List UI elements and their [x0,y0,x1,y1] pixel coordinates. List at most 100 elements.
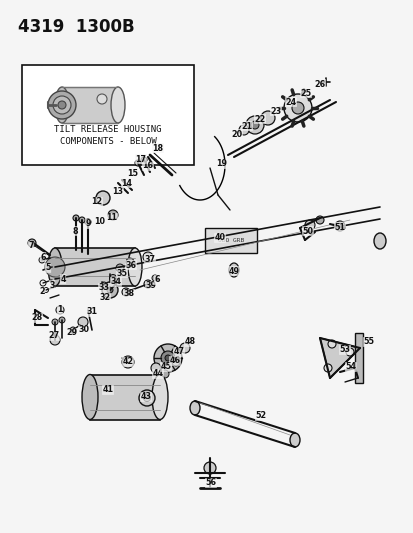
Text: 25: 25 [300,88,311,98]
Text: 42: 42 [122,358,133,367]
Text: 6: 6 [154,276,159,285]
Text: TILT RELEASE HOUSING: TILT RELEASE HOUSING [54,125,161,134]
Ellipse shape [152,375,168,419]
Text: 37: 37 [144,254,155,263]
Text: 21: 21 [241,122,252,131]
Text: 6: 6 [40,253,46,262]
Text: 56: 56 [205,479,216,488]
Text: 4: 4 [60,274,66,284]
Circle shape [50,335,60,345]
Text: 44: 44 [152,369,163,378]
Text: 24: 24 [285,98,296,107]
Circle shape [39,257,45,263]
Ellipse shape [128,248,142,286]
Circle shape [73,215,79,221]
Ellipse shape [373,233,385,249]
Text: 15: 15 [127,169,138,179]
Text: 29: 29 [66,328,77,337]
Text: 11: 11 [106,214,117,222]
Circle shape [56,306,64,314]
Text: 18: 18 [152,143,163,152]
Text: 54: 54 [345,362,356,372]
Text: 31: 31 [86,308,97,317]
Circle shape [165,355,171,361]
Circle shape [85,219,91,225]
Circle shape [58,101,66,109]
Circle shape [143,394,150,401]
Bar [55,248,135,286]
Ellipse shape [82,375,98,419]
Circle shape [151,363,161,373]
Text: 33: 33 [98,284,109,293]
Circle shape [315,216,323,224]
Circle shape [161,370,169,378]
Circle shape [139,390,154,406]
Text: OBO GRB: OBO GRB [217,238,244,243]
Circle shape [304,220,314,230]
Text: 53: 53 [339,345,350,354]
Text: 47: 47 [173,348,184,357]
Circle shape [260,111,274,125]
Text: 38: 38 [123,289,134,298]
Text: 14: 14 [121,179,132,188]
Text: 55: 55 [363,337,374,346]
Text: 3: 3 [49,280,55,289]
Text: 20: 20 [231,130,242,139]
Text: 5: 5 [45,263,51,272]
Circle shape [102,282,118,298]
Bar [90,375,159,420]
Circle shape [109,274,116,281]
Text: 40: 40 [214,233,225,243]
Text: 50: 50 [302,227,313,236]
Ellipse shape [190,401,199,415]
Circle shape [122,356,134,368]
Circle shape [116,264,124,272]
Text: 13: 13 [112,187,123,196]
Ellipse shape [289,433,299,447]
Circle shape [245,116,263,134]
Circle shape [250,121,259,129]
Circle shape [28,239,36,247]
Circle shape [78,317,88,327]
Circle shape [70,327,76,333]
Circle shape [122,288,130,296]
Text: 35: 35 [116,269,127,278]
Bar [22,65,194,165]
Circle shape [161,351,175,365]
Circle shape [291,102,303,114]
Circle shape [97,94,107,104]
Circle shape [96,191,110,205]
Text: 30: 30 [78,326,89,335]
Circle shape [79,217,85,223]
Circle shape [334,221,344,231]
Text: 28: 28 [31,313,43,322]
Text: 12: 12 [91,198,102,206]
Circle shape [345,348,353,356]
Circle shape [48,91,76,119]
Circle shape [52,319,58,325]
Text: 27: 27 [48,332,59,341]
Bar [62,87,118,123]
Text: 52: 52 [255,411,266,421]
Circle shape [283,94,311,122]
Text: 41: 41 [102,385,113,394]
Circle shape [238,125,248,135]
Text: 1: 1 [57,305,63,314]
Circle shape [152,275,158,281]
Text: 2: 2 [39,287,45,296]
Text: 10: 10 [94,217,105,227]
Ellipse shape [48,248,62,286]
Text: COMPONENTS - BELOW: COMPONENTS - BELOW [59,137,156,146]
Text: 9: 9 [85,220,90,229]
Text: 34: 34 [110,278,121,287]
Circle shape [135,160,141,166]
Text: 43: 43 [140,392,151,401]
Circle shape [107,287,113,293]
Text: 4319  1300B: 4319 1300B [18,18,134,36]
Text: 48: 48 [184,337,195,346]
Circle shape [53,96,71,114]
Text: 16: 16 [142,161,153,171]
Circle shape [141,157,147,163]
Ellipse shape [228,263,238,277]
Circle shape [144,280,152,288]
